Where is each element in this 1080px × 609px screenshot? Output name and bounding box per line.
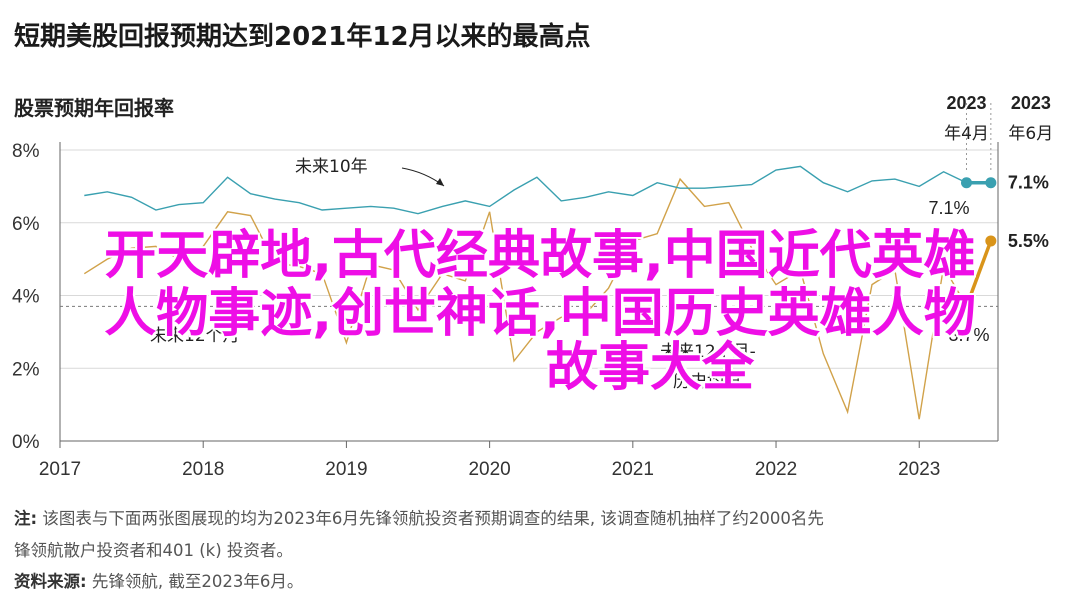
x-tick-label: 2019 [325, 459, 367, 480]
x-tick-label: 2020 [468, 459, 510, 480]
avg-label-line2: 历史均值 [673, 372, 741, 392]
y-tick-label: 4% [12, 287, 40, 308]
line-chart: 0% 2% 4% 6% 8% 2017 2018 2019 2020 2021 2022 2023 … [12, 93, 1053, 480]
chart-subtitle: 股票预期年回报率 [14, 96, 174, 120]
jun-month-label: 年6月 [1008, 124, 1053, 144]
point-10y [985, 177, 997, 189]
x-tick-label: 2021 [612, 459, 654, 480]
twelve-month-series-label: 未来12个月 [150, 326, 240, 346]
ten-year-arrowhead [436, 178, 444, 186]
series-12m-recent [964, 240, 993, 308]
ten-year-apr-value: 7.1% [928, 198, 969, 218]
chart-note: 注: 该图表与下面两张图展现的均为2023年6月先锋领航投资者预期调查的结果, … [14, 509, 824, 528]
series-lines [83, 165, 993, 420]
chart-title: 短期美股回报预期达到2021年12月以来的最高点 [14, 22, 591, 52]
y-tick-labels: 0% 2% 4% 6% 8% [12, 141, 40, 453]
apr-month-label: 年4月 [944, 124, 989, 144]
jun-year-label: 2023 [1011, 93, 1051, 113]
gridlines [59, 142, 999, 442]
avg-label-line1: 未来12个月- [660, 342, 756, 362]
overlay-text-line2: 人物事迹,创世神话,中国历史英雄人物 [104, 284, 976, 344]
chart-note-cont: 锋领航散户投资者和401 (k) 投资者。 [14, 541, 293, 560]
annotations: 2023 年4月 2023 年6月 7.1% 7.1% 5.5% 3.7% 未来10年未来12个… [60, 93, 1053, 392]
apr-year-label: 2023 [946, 93, 986, 113]
y-tick-label: 8% [12, 141, 40, 162]
twelve-month-apr-value: 3.7% [948, 325, 989, 345]
point-10y [960, 177, 972, 189]
x-tick-label: 2017 [39, 459, 81, 480]
twelve-month-jun-value: 5.5% [1008, 231, 1049, 251]
overlay-text-line1: 开天辟地,古代经典故事,中国近代英雄 [104, 226, 976, 286]
series-points [960, 177, 997, 312]
overlay-text-line3: 故事大全 [545, 338, 754, 398]
series-12m-line [83, 177, 968, 420]
ten-year-jun-value: 7.1% [1008, 173, 1049, 193]
period-guides [965, 103, 992, 170]
x-tick-label: 2018 [182, 459, 224, 480]
y-tick-label: 2% [12, 359, 40, 380]
x-tick-labels: 2017 2018 2019 2020 2021 2022 2023 [39, 441, 940, 480]
x-tick-label: 2023 [898, 459, 940, 480]
point-12m [985, 235, 997, 247]
chart-source: 资料来源: 先锋领航, 截至2023年6月。 [14, 572, 304, 591]
y-tick-label: 0% [12, 432, 40, 453]
series-10y-line [84, 165, 967, 215]
x-tick-label: 2022 [755, 459, 797, 480]
ten-year-series-label: 未来10年 [295, 157, 368, 177]
y-tick-label: 6% [12, 214, 40, 235]
